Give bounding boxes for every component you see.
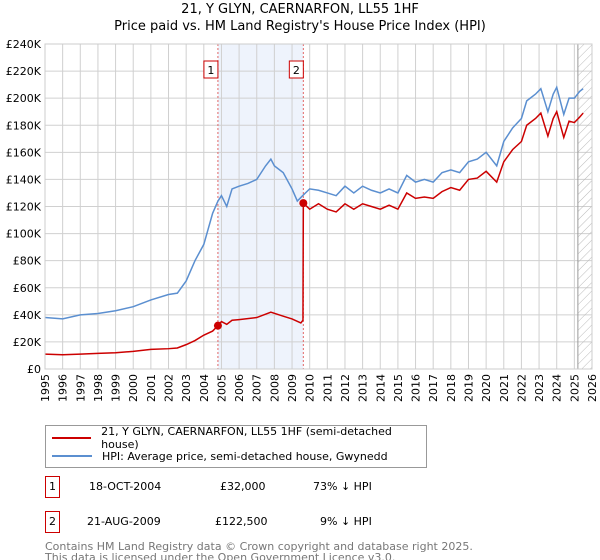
x-tick-label: 2006 [233, 374, 246, 402]
x-tick-label: 2012 [339, 374, 352, 402]
x-tick-label: 2004 [198, 374, 211, 402]
x-tick-label: 1999 [110, 374, 123, 402]
transaction-badge: 1 [45, 476, 60, 498]
x-tick-label: 2024 [551, 374, 564, 402]
x-tick-label: 2017 [427, 374, 440, 402]
sale-badge [288, 60, 304, 79]
legend-swatch [52, 437, 92, 439]
x-tick-label: 2015 [392, 374, 405, 402]
chart-title: 21, Y GLYN, CAERNARFON, LL55 1HF [181, 2, 419, 17]
forecast-hatch [577, 44, 592, 369]
legend-label: HPI: Average price, semi-detached house,… [102, 449, 388, 463]
y-tick-label: £240K [6, 38, 42, 51]
plot-border [44, 43, 593, 370]
y-tick-label: £160K [6, 146, 42, 159]
x-tick-label: 2011 [321, 374, 334, 402]
transaction-date: 18-OCT-2004 [89, 480, 162, 493]
legend-label: 21, Y GLYN, CAERNARFON, LL55 1HF (semi-d… [101, 425, 392, 451]
x-tick-label: 2021 [498, 374, 511, 402]
x-tick-label: 2003 [180, 374, 193, 402]
x-tick-label: 2026 [586, 374, 599, 402]
transaction-row: 2 21-AUG-2009 £122,500 9% ↓ HPI [45, 511, 465, 533]
x-tick-label: 2019 [462, 374, 475, 402]
x-tick-label: 2018 [445, 374, 458, 402]
y-tick-label: £100K [6, 228, 42, 241]
x-tick-label: 2014 [374, 374, 387, 402]
sale-badge-label: 1 [207, 64, 214, 77]
x-tick-label: 2025 [568, 374, 581, 402]
x-tick-label: 2022 [515, 374, 528, 402]
sale-point [299, 199, 308, 208]
y-tick-label: £180K [6, 119, 42, 132]
x-tick-label: 1995 [39, 374, 52, 402]
x-tick-label: 2009 [286, 374, 299, 402]
x-tick-label: 2013 [357, 374, 370, 402]
y-tick-label: £140K [6, 173, 42, 186]
y-tick-label: £20K [13, 336, 42, 349]
x-tick-label: 2016 [410, 374, 423, 402]
x-tick-label: 2020 [480, 374, 493, 402]
y-tick-label: £40K [13, 309, 42, 322]
x-tick-label: 2007 [251, 374, 264, 402]
x-tick-label: 2002 [163, 374, 176, 402]
y-tick-label: £120K [6, 201, 42, 214]
x-tick-label: 2000 [127, 374, 140, 402]
x-tick-label: 1996 [57, 374, 70, 402]
transaction-hpi: 73% ↓ HPI [313, 480, 372, 493]
x-tick-label: 1997 [74, 374, 87, 402]
legend-item-property: 21, Y GLYN, CAERNARFON, LL55 1HF (semi-d… [52, 425, 426, 451]
y-tick-label: £0 [27, 363, 41, 376]
x-tick-label: 2005 [215, 374, 228, 402]
transaction-hpi: 9% ↓ HPI [320, 515, 372, 528]
hpi-line [44, 85, 584, 320]
sale-point [213, 321, 222, 330]
x-tick-label: 2023 [533, 374, 546, 402]
sale-badge-label: 2 [293, 64, 300, 77]
y-tick-label: £60K [13, 282, 42, 295]
x-tick-label: 2010 [304, 374, 317, 402]
transaction-price: £32,000 [220, 480, 266, 493]
transaction-price: £122,500 [215, 515, 268, 528]
transaction-badge: 2 [45, 511, 60, 533]
legend: 21, Y GLYN, CAERNARFON, LL55 1HF (semi-d… [45, 425, 427, 468]
legend-swatch [52, 455, 92, 457]
footer-licence: This data is licensed under the Open Gov… [45, 551, 396, 560]
transaction-date: 21-AUG-2009 [87, 515, 161, 528]
footer-copyright: Contains HM Land Registry data © Crown c… [45, 540, 473, 553]
y-tick-label: £220K [6, 65, 42, 78]
legend-item-hpi: HPI: Average price, semi-detached house,… [52, 448, 388, 464]
transaction-row: 1 18-OCT-2004 £32,000 73% ↓ HPI [45, 476, 465, 498]
y-tick-label: £200K [6, 92, 42, 105]
y-tick-label: £80K [13, 255, 42, 268]
x-tick-label: 2001 [145, 374, 158, 402]
x-tick-label: 2008 [268, 374, 281, 402]
line-chart: 1995 1996 1997 1998 1999 2000 2001 2002 2003 2004… [6, 38, 599, 402]
sale-badge [203, 60, 219, 79]
property-price-line [44, 109, 584, 356]
x-tick-label: 1998 [92, 374, 105, 402]
chart-subtitle: Price paid vs. HM Land Registry's House … [114, 19, 486, 34]
